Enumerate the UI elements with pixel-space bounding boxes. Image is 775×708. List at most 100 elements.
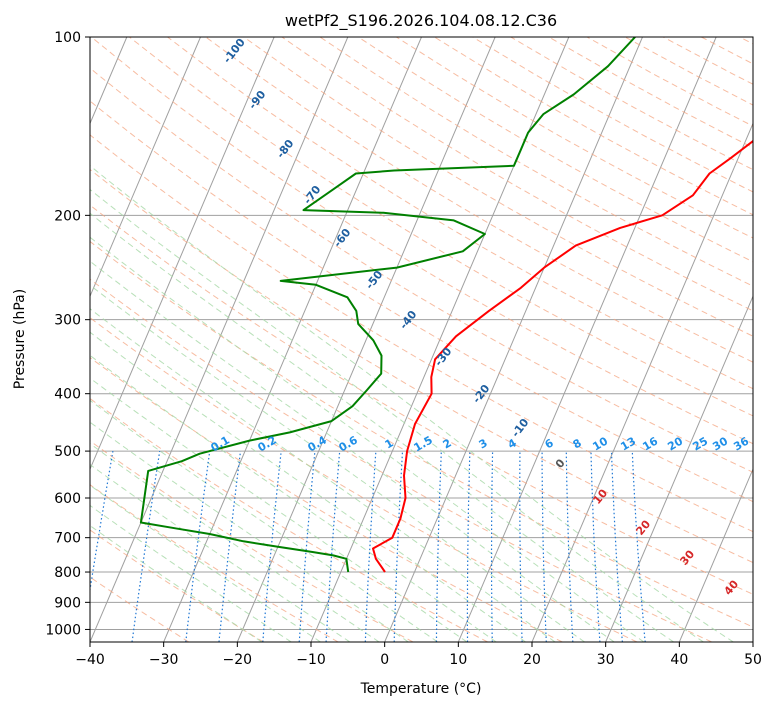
dry-adiabat-label: -90 [246,88,269,112]
moist-adiabat-line [90,212,674,642]
isotherm-line [531,122,753,642]
isotherm-line [752,640,753,642]
dry-adiabat-line [701,37,753,65]
mixing-ratio-label: 30 [710,434,730,453]
plot-frame [89,36,754,643]
y-tick-label: 900 [54,595,81,611]
mixing-ratio-line [262,451,282,642]
dry-adiabat-line [90,529,264,642]
moist-adiabat-label: 0 [553,456,568,470]
moist-adiabat-line [90,504,292,642]
isotherm-line [90,37,201,298]
isotherm-line [605,295,753,642]
dry-adiabat-line [90,576,190,642]
mixing-ratio-label: 2 [441,436,454,451]
dry-adiabat-line [90,100,753,503]
mixing-ratio-line [490,451,494,642]
dry-adiabat-label: -30 [432,345,455,369]
x-tick-label: 0 [380,652,389,668]
moist-adiabat-line [90,236,645,642]
dry-adiabat-label: -10 [509,416,532,440]
isotherm-line [90,37,349,642]
y-axis-label: Pressure (hPa) [12,289,28,389]
mixing-ratio-line [218,451,242,642]
x-axis-label: Temperature (°C) [360,681,482,697]
moist-adiabat-line [90,354,497,642]
moist-adiabat-line [90,331,526,642]
dry-adiabat-line [739,37,753,45]
moist-adiabat-label: 20 [633,517,653,537]
mixing-ratio-label: 8 [571,436,584,451]
dry-adiabat-label: -80 [274,137,297,161]
y-tick-label: 600 [54,491,81,507]
dry-adiabat-label: -20 [470,382,493,406]
mixing-ratio-line [565,451,574,642]
isotherm-line [163,37,422,642]
dry-adiabat-line [90,204,753,595]
x-tick-label: 30 [597,652,615,668]
dry-adiabat-line [357,37,753,263]
dry-adiabat-line [548,37,753,149]
mixing-ratio-line [185,451,211,642]
y-tick-label: 300 [54,313,81,329]
moist-adiabat-line [90,165,734,642]
dry-adiabat-label: -40 [397,308,420,332]
x-axis-ticks: −40 −30 −20 −10 0 10 20 30 40 50 [75,642,762,668]
moist-adiabat-label: 30 [677,547,697,567]
mixing-ratio-label: 6 [543,436,556,451]
plot-area: -100-90-80-70-60-50-40-30-20-100.1 0.2 0.4… [89,36,754,643]
dry-adiabat-line [90,484,339,642]
mixing-ratio-line [435,451,442,642]
y-axis-ticks: 100 200 300 400 500 600 700 800 900 1000 [45,30,90,638]
mixing-ratio-label: 13 [618,435,638,454]
dry-adiabat-line [243,37,753,337]
dry-adiabat-line [90,240,753,628]
moist-adiabat-line [90,443,380,642]
dewpoint-profile-line [139,37,636,573]
mixing-ratio-line [466,451,471,642]
x-tick-label: 50 [744,652,762,668]
y-tick-label: 1000 [45,622,81,638]
moist-adiabat-line [90,188,704,642]
dry-adiabat-line [90,134,753,533]
mixing-ratio-line [519,451,523,642]
mixing-ratio-line [610,451,623,642]
dry-adiabat-line [586,37,753,127]
mixing-ratio-label: 36 [731,434,751,453]
mixing-ratio-label: 10 [590,434,610,453]
temperature-profile-line [372,139,753,573]
x-tick-label: 40 [670,652,688,668]
dry-adiabat-line [281,37,753,312]
dry-adiabat-line [90,397,488,642]
isotherm-line [678,467,753,642]
mixing-ratio-label: 16 [640,434,660,453]
chart-title: wetPf2_S196.2026.104.08.12.C36 [285,11,557,31]
plot-lines [90,37,753,642]
x-tick-label: −20 [223,652,253,668]
y-tick-label: 100 [54,30,81,46]
isotherm-line [384,37,643,642]
isotherm-line [236,37,496,642]
dry-adiabat-line [434,37,753,216]
moist-adiabat-line [90,308,556,642]
mixing-ratio-line [364,451,377,642]
x-tick-label: −40 [75,652,105,668]
moist-adiabat-line [90,421,409,642]
moist-adiabat-line [90,399,438,642]
dry-adiabat-line [90,440,414,642]
y-tick-label: 800 [54,565,81,581]
mixing-ratio-label: 1 [383,436,396,451]
moist-adiabat-line [90,260,615,642]
dry-adiabat-line [129,37,753,417]
dry-adiabat-line [510,37,753,171]
dry-adiabat-label: -60 [331,226,354,250]
isotherm-line [457,37,717,642]
moist-adiabat-label: 40 [721,577,741,597]
mixing-ratio-line [298,451,316,642]
mixing-ratio-label: 3 [477,436,490,451]
mixing-ratio-line [90,450,114,594]
y-tick-label: 700 [54,531,81,547]
y-tick-label: 400 [54,387,81,403]
mixing-ratio-label: 20 [665,434,685,453]
y-tick-label: 500 [54,444,81,460]
